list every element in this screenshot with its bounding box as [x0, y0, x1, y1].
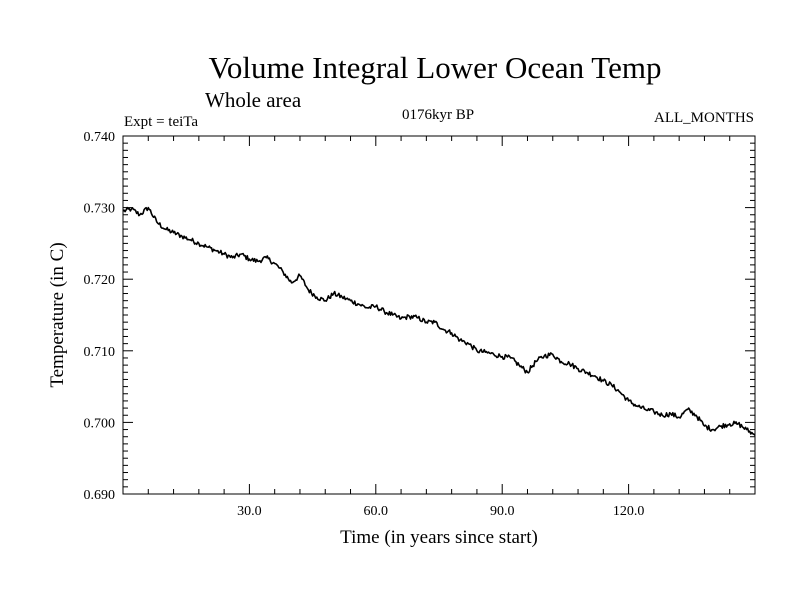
y-tick-label: 0.730 [84, 202, 116, 217]
x-tick-label: 90.0 [490, 504, 515, 519]
x-minor-ticks [147, 136, 731, 494]
x-axis-label: Time (in years since start) [340, 527, 538, 548]
months-label: ALL_MONTHS [654, 110, 754, 126]
y-tick-label: 0.740 [84, 130, 116, 145]
series-line-lower-ocean-temp [122, 206, 756, 436]
chart-title: Volume Integral Lower Ocean Temp [209, 50, 662, 85]
y-axis-label: Temperature (in C) [47, 242, 68, 387]
x-tick-label: 30.0 [237, 504, 262, 519]
period-label: 0176kyr BP [402, 107, 474, 123]
y-axis: 0.690 0.700 0.710 0.720 0.730 0.740 [84, 130, 755, 503]
y-minor-ticks [123, 142, 755, 488]
x-axis: 30.0 60.0 90.0 120.0 [237, 136, 644, 519]
plot-frame [122, 135, 756, 495]
y-tick-label: 0.690 [84, 488, 116, 503]
x-tick-label: 120.0 [613, 504, 645, 519]
y-tick-label: 0.710 [84, 345, 116, 360]
y-tick-label: 0.720 [84, 273, 116, 288]
y-tick-label: 0.700 [84, 416, 116, 431]
chart-subtitle: Whole area [205, 88, 302, 112]
experiment-label: Expt = teiTa [124, 114, 198, 130]
x-tick-label: 60.0 [364, 504, 389, 519]
